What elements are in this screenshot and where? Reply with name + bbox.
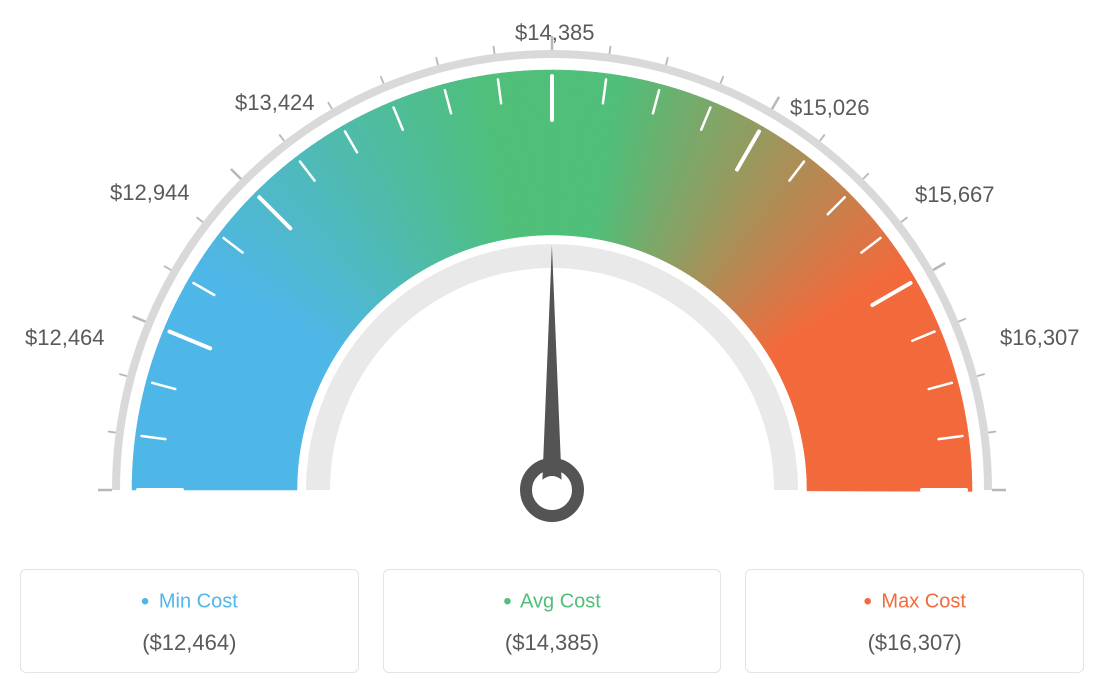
gauge-tick-label: $15,667: [915, 182, 995, 208]
gauge-svg: [20, 20, 1084, 540]
legend-title-min: • Min Cost: [31, 588, 348, 616]
legend-label: Min Cost: [159, 590, 238, 612]
legend-card-avg: • Avg Cost ($14,385): [383, 569, 722, 673]
legend-card-max: • Max Cost ($16,307): [745, 569, 1084, 673]
legend-value-max: ($16,307): [756, 630, 1073, 656]
gauge-tick-label: $16,307: [1000, 325, 1080, 351]
legend-title-avg: • Avg Cost: [394, 588, 711, 616]
legend-label: Avg Cost: [520, 590, 601, 612]
legend-row: • Min Cost ($12,464) • Avg Cost ($14,385…: [20, 569, 1084, 673]
dot-icon: •: [863, 588, 875, 615]
gauge-tick-label: $15,026: [790, 95, 870, 121]
legend-value-min: ($12,464): [31, 630, 348, 656]
gauge-tick-label: $13,424: [235, 90, 315, 116]
legend-title-max: • Max Cost: [756, 588, 1073, 616]
cost-gauge: $12,464 $12,944 $13,424 $14,385 $15,026 $15,6…: [20, 20, 1084, 545]
gauge-tick-label: $12,464: [25, 325, 105, 351]
gauge-tick-label: $14,385: [515, 20, 595, 46]
legend-value-avg: ($14,385): [394, 630, 711, 656]
legend-card-min: • Min Cost ($12,464): [20, 569, 359, 673]
gauge-tick-label: $12,944: [110, 180, 190, 206]
dot-icon: •: [141, 588, 153, 615]
dot-icon: •: [503, 588, 515, 615]
legend-label: Max Cost: [881, 590, 965, 612]
